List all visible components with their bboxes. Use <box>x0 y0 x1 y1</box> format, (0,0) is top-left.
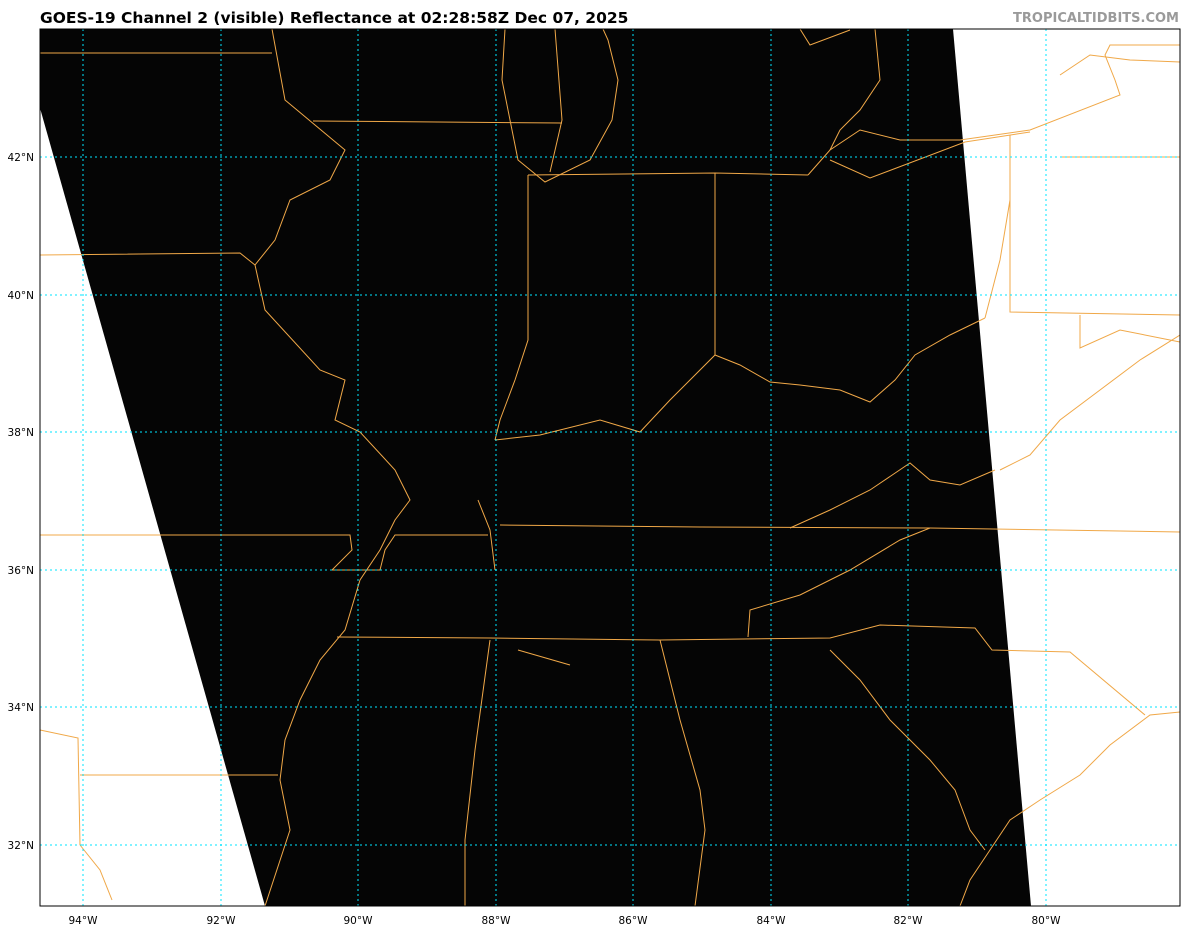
lake-huron <box>799 29 881 151</box>
map-title: GOES-19 Channel 2 (visible) Reflectance … <box>40 9 629 27</box>
lat-label: 32°N <box>8 840 34 852</box>
kentucky-tennessee-border <box>499 524 1180 533</box>
virginia-border <box>1079 315 1180 349</box>
mississippi-river <box>254 29 411 906</box>
lon-label: 92°W <box>207 915 237 927</box>
lon-label: 88°W <box>482 915 512 927</box>
lake-michigan-east <box>549 29 563 173</box>
atlantic-coast <box>959 711 1180 906</box>
lon-label: 84°W <box>757 915 787 927</box>
lake-ontario <box>1059 54 1180 76</box>
lon-label: 80°W <box>1032 915 1062 927</box>
tennessee-southern-border <box>336 624 1146 716</box>
lon-label: 90°W <box>344 915 374 927</box>
lake-michigan-shore <box>501 29 619 183</box>
va-blue-ridge <box>999 334 1180 471</box>
mississippi-alabama-border <box>464 639 491 906</box>
lake-erie-shore <box>807 44 1180 176</box>
lat-label: 40°N <box>8 290 34 302</box>
west-virginia-border <box>984 199 1011 319</box>
lon-label: 94°W <box>69 915 99 927</box>
tenn-river <box>517 649 571 666</box>
lake-erie-south <box>829 131 1031 179</box>
lat-label: 36°N <box>8 565 34 577</box>
savannah-river <box>829 649 986 851</box>
watermark: TROPICALTIDBITS.COM <box>1013 11 1179 26</box>
lon-label: 82°W <box>894 915 924 927</box>
wisconsin-illinois-border <box>312 120 563 124</box>
ohio-river <box>494 317 986 441</box>
lon-label: 86°W <box>619 915 649 927</box>
lat-label: 34°N <box>8 702 34 714</box>
louisiana-lakes <box>79 844 113 901</box>
michigan-southern-border <box>527 172 809 176</box>
texas-border <box>40 729 81 846</box>
gridlines <box>40 29 1180 906</box>
pennsylvania-border <box>1009 135 1180 316</box>
map-frame <box>39 28 1181 907</box>
kentucky-virginia-border <box>789 462 996 529</box>
kentucky-lake <box>477 499 496 571</box>
nc-tennessee-border <box>747 527 931 638</box>
iowa-missouri-border <box>40 252 256 266</box>
borders <box>40 29 1180 906</box>
lat-label: 38°N <box>8 427 34 439</box>
illinois-indiana-border <box>494 175 529 441</box>
imagery-swath <box>40 29 1031 906</box>
lat-label: 42°N <box>8 152 34 164</box>
alabama-georgia-border <box>659 639 706 906</box>
